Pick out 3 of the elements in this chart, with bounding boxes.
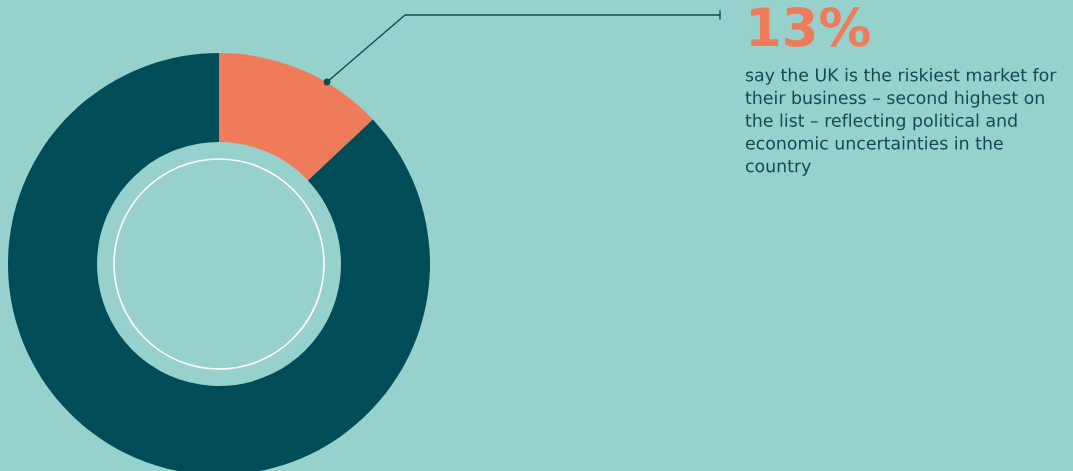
data-label: 13% — [750, 6, 870, 47]
donut-slice — [219, 53, 373, 181]
text: say the UK is the riskiest market for their business – second highest on the list – reflecting political and economic uncertainties in the country — [745, 68, 1057, 176]
